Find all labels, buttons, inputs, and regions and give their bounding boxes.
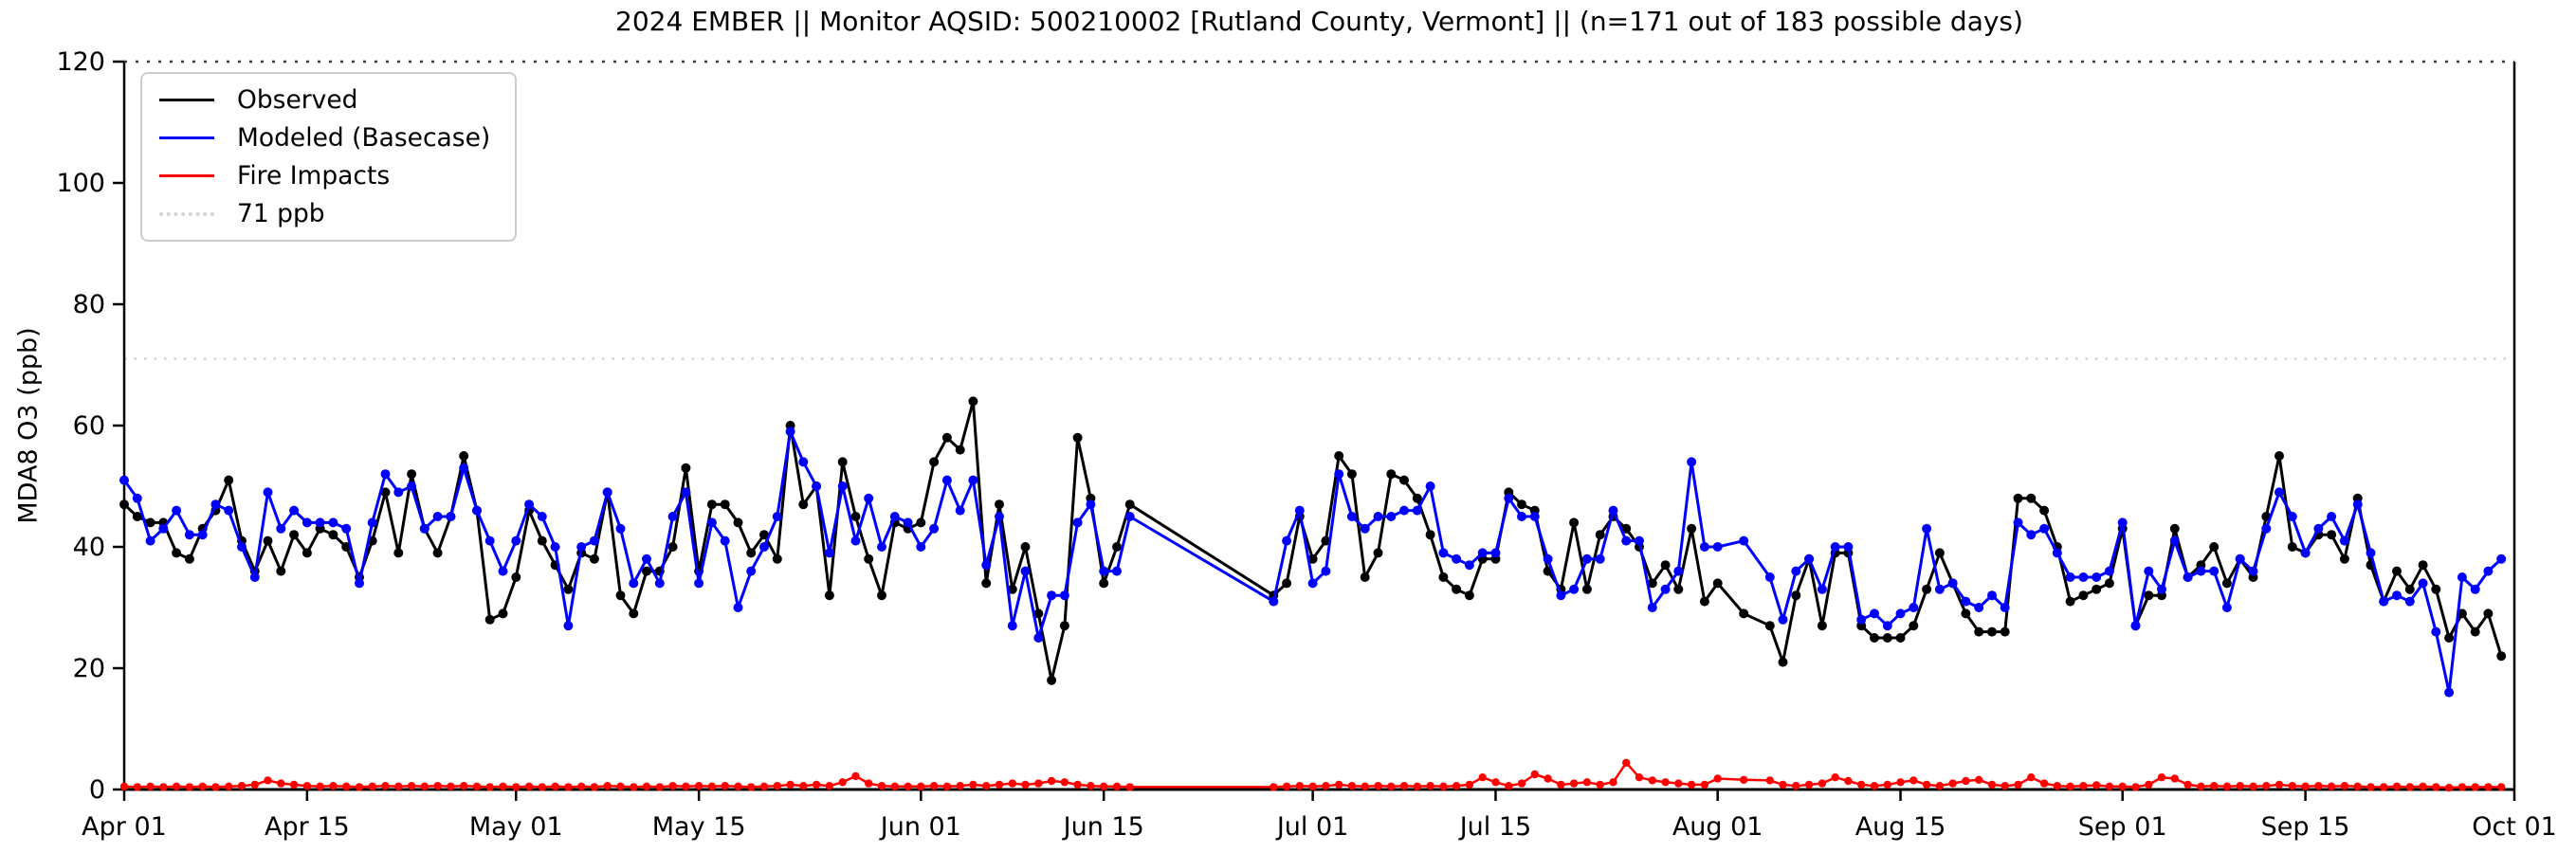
svg-text:Jun 01: Jun 01 — [879, 812, 961, 842]
svg-text:100: 100 — [56, 169, 105, 198]
svg-text:Apr 01: Apr 01 — [82, 812, 167, 842]
svg-text:120: 120 — [56, 47, 105, 77]
legend-label-modeled-basecase: Modeled (Basecase) — [237, 123, 491, 153]
legend-line-sample-modeled-basecase — [159, 136, 214, 139]
legend-entry-modeled-basecase: Modeled (Basecase) — [159, 123, 490, 153]
legend-line-sample-observed — [159, 99, 214, 101]
legend-entry-observed: Observed — [159, 85, 490, 115]
svg-text:60: 60 — [73, 411, 105, 441]
legend-entry-71-ppb: 71 ppb — [159, 199, 490, 228]
svg-text:Aug 15: Aug 15 — [1855, 812, 1946, 842]
legend-line-sample-fire-impacts — [159, 174, 214, 177]
svg-text:80: 80 — [73, 290, 105, 319]
legend-label-observed: Observed — [237, 85, 358, 115]
svg-text:20: 20 — [73, 654, 105, 683]
observed-line — [122, 399, 2503, 682]
x-tick-labels: Apr 01 Apr 15 May 01 May 15 Jun 01 Jun 15 Jul … — [82, 789, 2557, 842]
svg-text:May 01: May 01 — [469, 812, 563, 842]
svg-text:Sep 01: Sep 01 — [2078, 812, 2167, 842]
legend-entry-fire-impacts: Fire Impacts — [159, 161, 490, 191]
series-modeled-basecase — [119, 426, 2507, 698]
legend-line-sample-71-ppb — [159, 211, 214, 216]
svg-text:40: 40 — [73, 533, 105, 562]
legend: Observed Modeled (Basecase) Fire Impacts 71… — [140, 72, 518, 242]
chart-title: 2024 EMBER || Monitor AQSID: 500210002 [… — [615, 6, 2023, 37]
observed-points — [119, 396, 2507, 685]
svg-text:0: 0 — [89, 775, 105, 805]
svg-text:Apr 15: Apr 15 — [265, 812, 350, 842]
y-tick-labels: 0 20 40 60 80 100 120 — [56, 47, 124, 805]
svg-text:Jul 01: Jul 01 — [1275, 812, 1349, 842]
svg-text:Oct 01: Oct 01 — [2472, 812, 2557, 842]
svg-text:May 15: May 15 — [652, 812, 746, 842]
fire-impacts-points — [119, 758, 2506, 792]
svg-text:Sep 15: Sep 15 — [2261, 812, 2350, 842]
series-fire-impacts — [119, 758, 2506, 792]
svg-text:Jun 15: Jun 15 — [1062, 812, 1144, 842]
modeled-basecase-points — [119, 426, 2507, 698]
series-observed — [119, 396, 2507, 685]
legend-label-71-ppb: 71 ppb — [237, 199, 325, 228]
svg-text:Jul 15: Jul 15 — [1458, 812, 1532, 842]
legend-label-fire-impacts: Fire Impacts — [237, 161, 391, 191]
svg-text:Aug 01: Aug 01 — [1672, 812, 1763, 842]
